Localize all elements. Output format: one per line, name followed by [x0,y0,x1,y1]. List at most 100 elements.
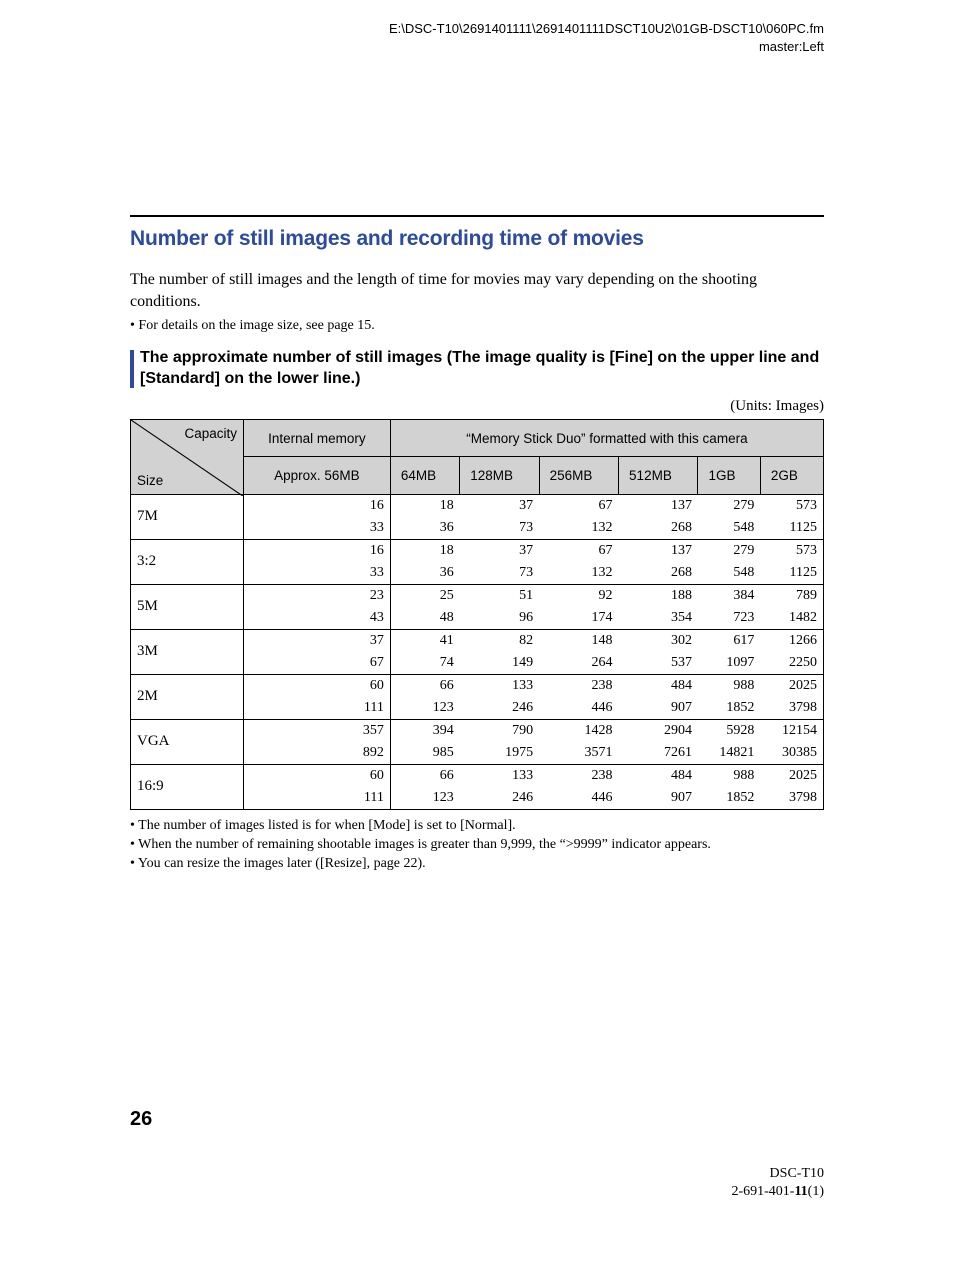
table-row: 7M16183767137279573 [131,494,824,517]
table-row: 3M3741821483026171266 [131,629,824,652]
table-cell: 1975 [460,742,539,765]
corner-capacity-label: Capacity [184,426,237,441]
col-subheader-capacity: 512MB [619,457,698,495]
table-cell: 73 [460,517,539,540]
table-cell: 617 [698,629,760,652]
table-cell: 3798 [760,787,823,810]
note-item: • You can resize the images later ([Resi… [130,856,824,872]
footer-docid: 2-691-401-11(1) [731,1183,824,1201]
note-item: • The number of images listed is for whe… [130,818,824,834]
row-size-label: VGA [131,719,244,764]
table-cell: 985 [390,742,459,765]
table-cell: 1266 [760,629,823,652]
table-cell: 394 [390,719,459,742]
table-cell: 907 [619,787,698,810]
table-cell: 111 [244,787,391,810]
table-cell: 548 [698,517,760,540]
table-cell: 1125 [760,562,823,585]
table-cell: 67 [539,494,618,517]
col-subheader-internal: Approx. 56MB [244,457,391,495]
col-subheader-capacity: 128MB [460,457,539,495]
table-cell: 133 [460,674,539,697]
page-number: 26 [130,1108,152,1131]
intro-paragraph: The number of still images and the lengt… [130,269,824,312]
table-cell: 790 [460,719,539,742]
col-subheader-capacity: 1GB [698,457,760,495]
table-cell: 36 [390,517,459,540]
table-cell: 1125 [760,517,823,540]
table-row: 5M23255192188384789 [131,584,824,607]
table-cell: 37 [244,629,391,652]
row-size-label: 3M [131,629,244,674]
table-cell: 1852 [698,787,760,810]
table-row: 2M60661332384849882025 [131,674,824,697]
table-cell: 3798 [760,697,823,720]
col-subheader-capacity: 2GB [760,457,823,495]
table-cell: 148 [539,629,618,652]
table-cell: 892 [244,742,391,765]
table-row: 3:216183767137279573 [131,539,824,562]
table-cell: 123 [390,787,459,810]
table-cell: 23 [244,584,391,607]
table-cell: 238 [539,674,618,697]
table-cell: 384 [698,584,760,607]
subsection-heading-text: The approximate number of still images (… [140,348,824,390]
table-cell: 33 [244,562,391,585]
table-cell: 37 [460,539,539,562]
table-cell: 537 [619,652,698,675]
table-cell: 268 [619,562,698,585]
col-header-msduo: “Memory Stick Duo” formatted with this c… [390,419,823,457]
table-cell: 67 [539,539,618,562]
table-cell: 48 [390,607,459,630]
table-cell: 82 [460,629,539,652]
corner-size-label: Size [137,473,163,488]
table-cell: 43 [244,607,391,630]
image-count-table: CapacitySizeInternal memory“Memory Stick… [130,419,824,810]
table-cell: 5928 [698,719,760,742]
table-cell: 96 [460,607,539,630]
table-cell: 446 [539,697,618,720]
table-cell: 132 [539,562,618,585]
table-cell: 1852 [698,697,760,720]
table-cell: 1097 [698,652,760,675]
table-cell: 988 [698,764,760,787]
table-cell: 16 [244,494,391,517]
row-size-label: 7M [131,494,244,539]
table-cell: 302 [619,629,698,652]
table-cell: 238 [539,764,618,787]
table-cell: 723 [698,607,760,630]
table-cell: 36 [390,562,459,585]
intro-bullet: • For details on the image size, see pag… [130,318,824,334]
subsection-heading: The approximate number of still images (… [130,348,824,390]
table-cell: 268 [619,517,698,540]
file-path-line1: E:\DSC-T10\2691401111\2691401111DSCT10U2… [130,20,824,38]
table-cell: 73 [460,562,539,585]
table-cell: 548 [698,562,760,585]
table-row: 16:960661332384849882025 [131,764,824,787]
table-cell: 246 [460,697,539,720]
file-path-line2: master:Left [130,38,824,56]
table-row: VGA35739479014282904592812154 [131,719,824,742]
table-cell: 74 [390,652,459,675]
note-item: • When the number of remaining shootable… [130,837,824,853]
table-notes: • The number of images listed is for whe… [130,818,824,872]
table-cell: 2250 [760,652,823,675]
table-corner-cell: Capacity Size [131,419,244,494]
table-cell: 18 [390,539,459,562]
table-cell: 354 [619,607,698,630]
col-subheader-capacity: 64MB [390,457,459,495]
table-cell: 123 [390,697,459,720]
table-cell: 133 [460,764,539,787]
file-path-header: E:\DSC-T10\2691401111\2691401111DSCT10U2… [130,20,824,55]
table-cell: 2904 [619,719,698,742]
row-size-label: 3:2 [131,539,244,584]
table-cell: 357 [244,719,391,742]
table-cell: 33 [244,517,391,540]
table-cell: 66 [390,764,459,787]
col-subheader-capacity: 256MB [539,457,618,495]
table-cell: 2025 [760,764,823,787]
table-cell: 988 [698,674,760,697]
table-cell: 907 [619,697,698,720]
table-cell: 67 [244,652,391,675]
table-cell: 18 [390,494,459,517]
